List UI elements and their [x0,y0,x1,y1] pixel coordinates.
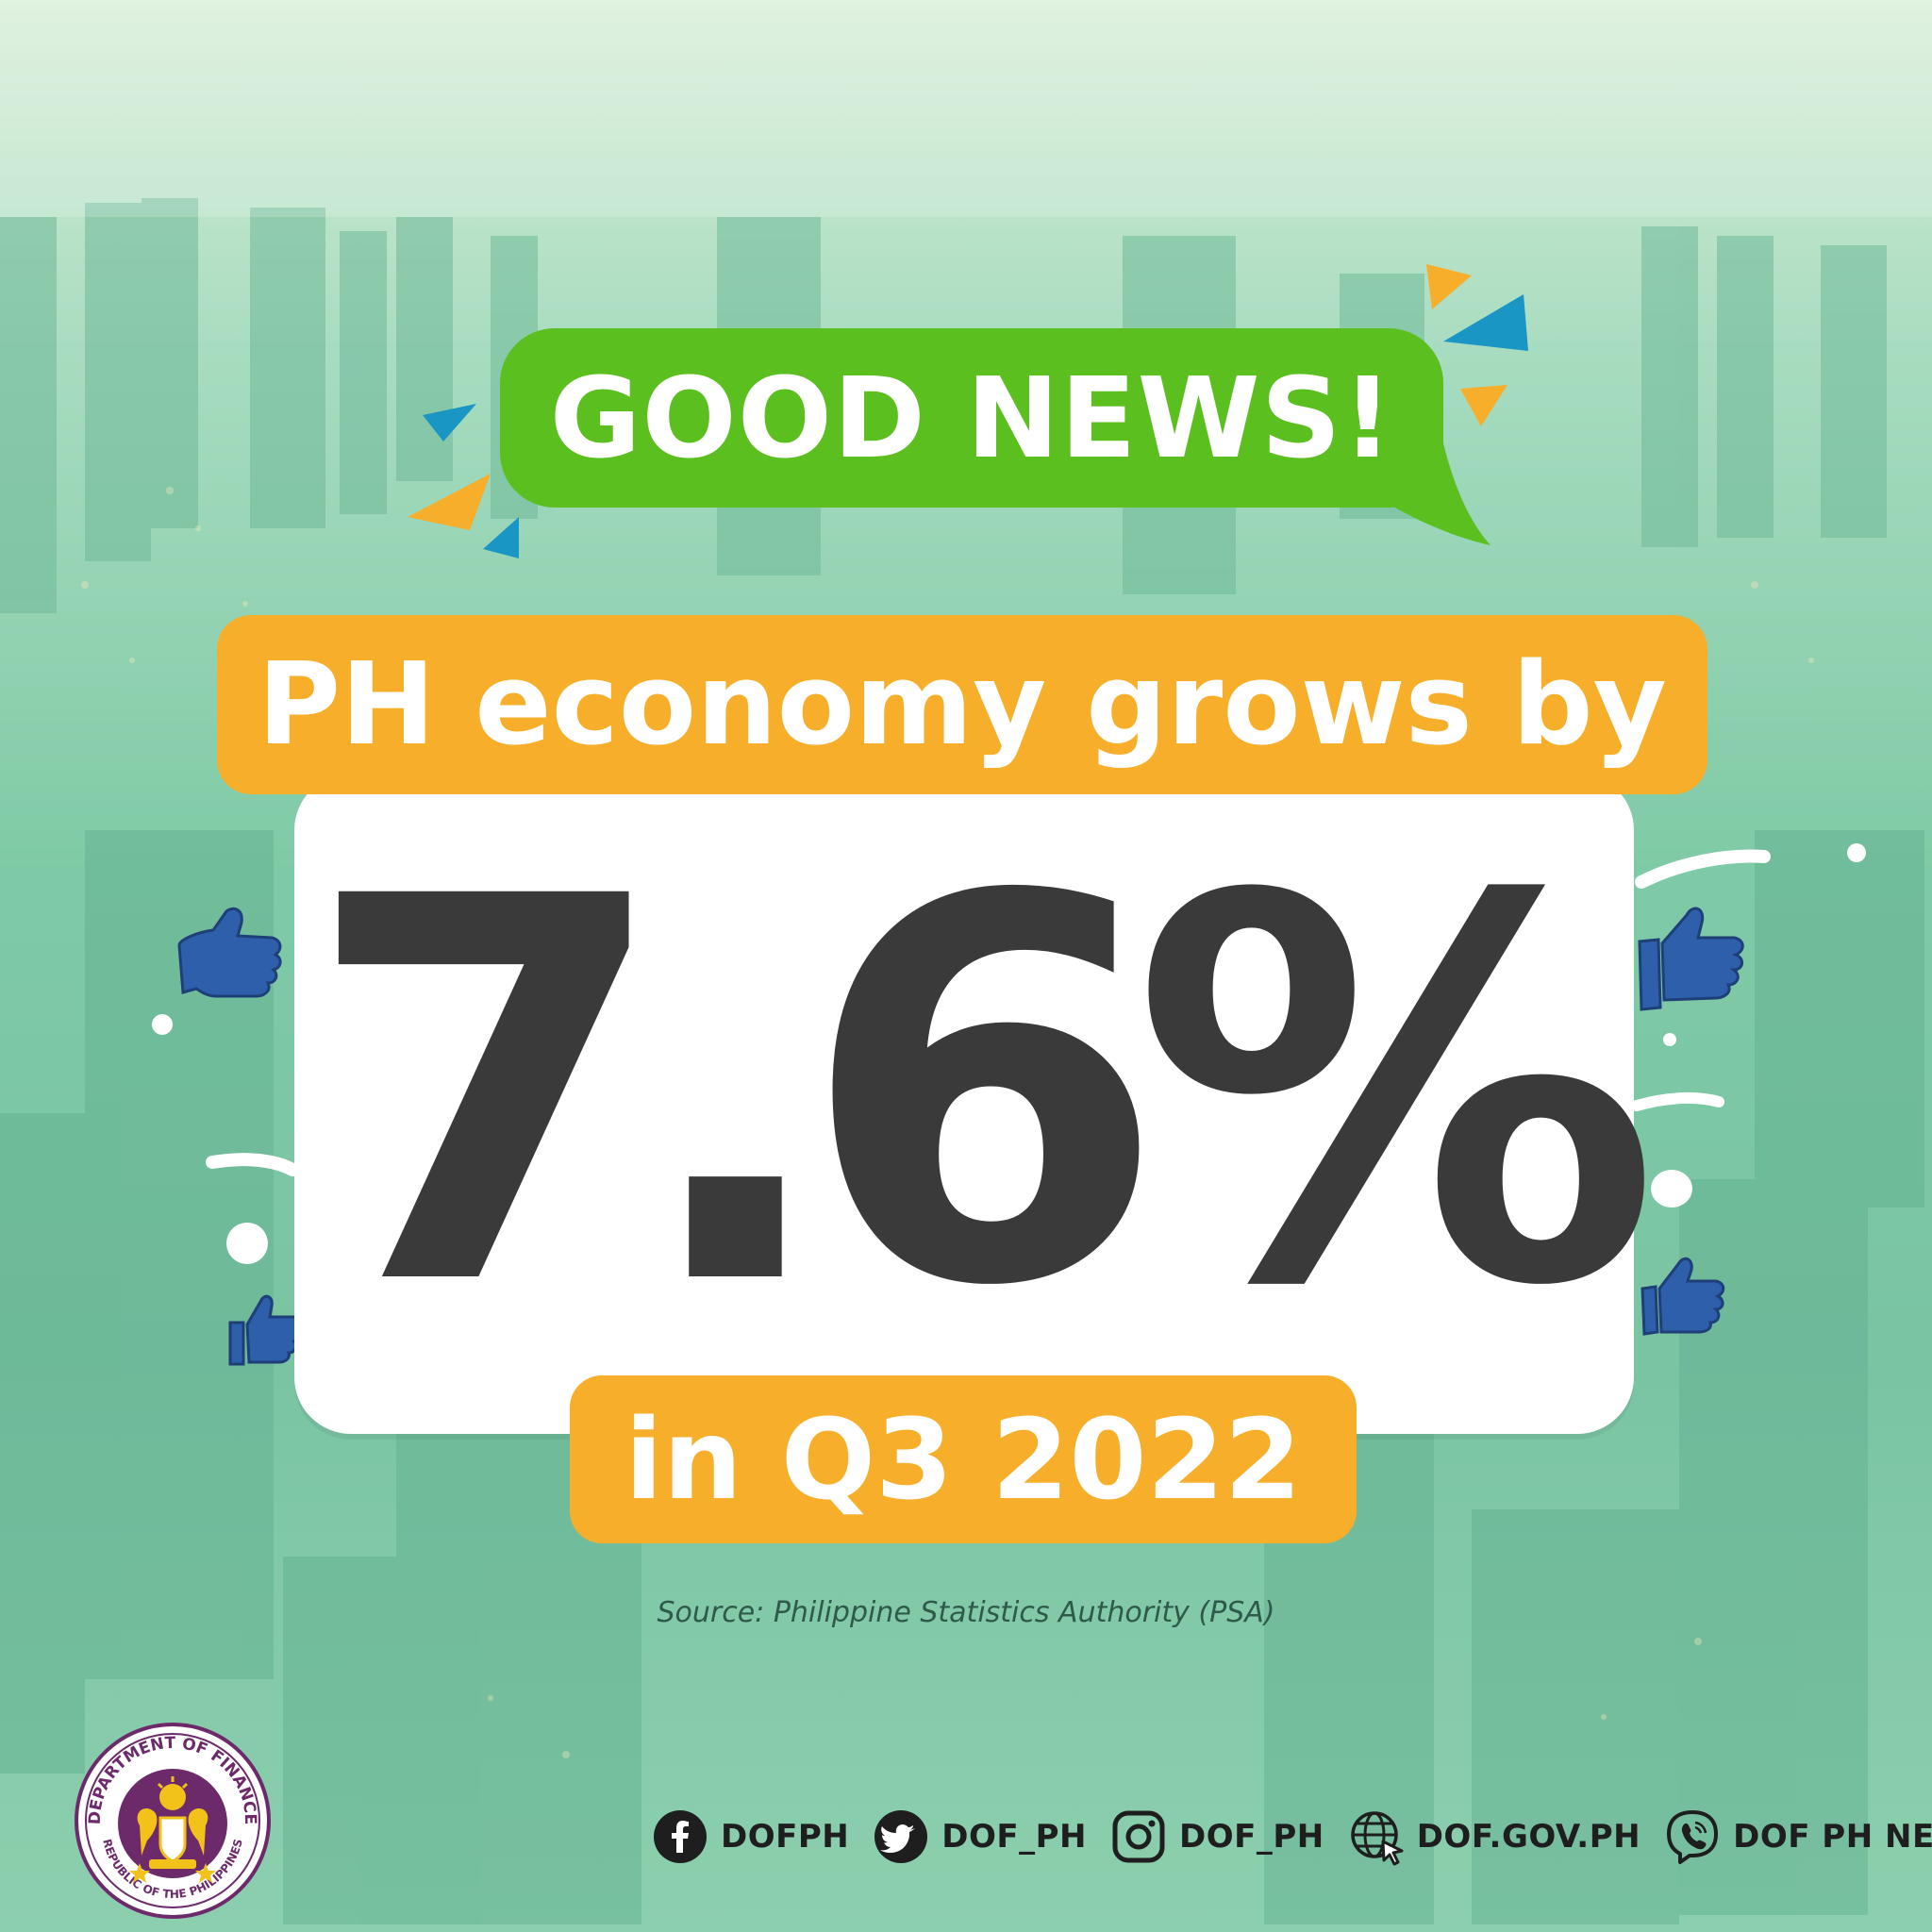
department-of-finance-seal: DEPARTMENT OF FINANCE REPUBLIC OF THE PH… [75,1723,271,1919]
growth-value: 7.6% [303,787,1660,1402]
globe-icon [1350,1811,1404,1866]
social-label-instagram: DOF_PH [1178,1818,1324,1856]
viber-icon [1667,1810,1719,1864]
social-handles: DOFPH DOF_PH DOF_PH [651,1804,1932,1870]
facebook-icon [654,1810,707,1863]
source-note: Source: Philippine Statistics Authority … [657,1596,1275,1629]
social-label-viber: DOF PH NEWS [1733,1818,1932,1856]
period-banner: in Q3 2022 [570,1375,1357,1543]
social-item-twitter[interactable]: DOF_PH [872,1807,1087,1866]
social-label-twitter: DOF_PH [941,1818,1087,1856]
instagram-icon [1112,1810,1165,1863]
twitter-icon [874,1810,928,1863]
social-item-website[interactable]: DOF.GOV.PH [1347,1807,1641,1866]
subhead-banner: PH economy grows by [217,615,1707,794]
social-label-website: DOF.GOV.PH [1416,1818,1641,1856]
thumbs-up-icon [1641,1257,1725,1336]
headline-bubble [500,328,1443,508]
thumbs-up-icon [177,907,282,998]
value-card [294,774,1634,1434]
social-item-facebook[interactable]: DOFPH [651,1807,849,1866]
social-item-viber[interactable]: DOF PH NEWS [1663,1807,1932,1866]
thumbs-up-icon [1638,907,1744,1011]
social-item-instagram[interactable]: DOF_PH [1109,1807,1324,1866]
headline-text: GOOD NEWS! [549,353,1394,483]
bubble-tail [1302,443,1491,545]
social-label-facebook: DOFPH [721,1818,850,1856]
